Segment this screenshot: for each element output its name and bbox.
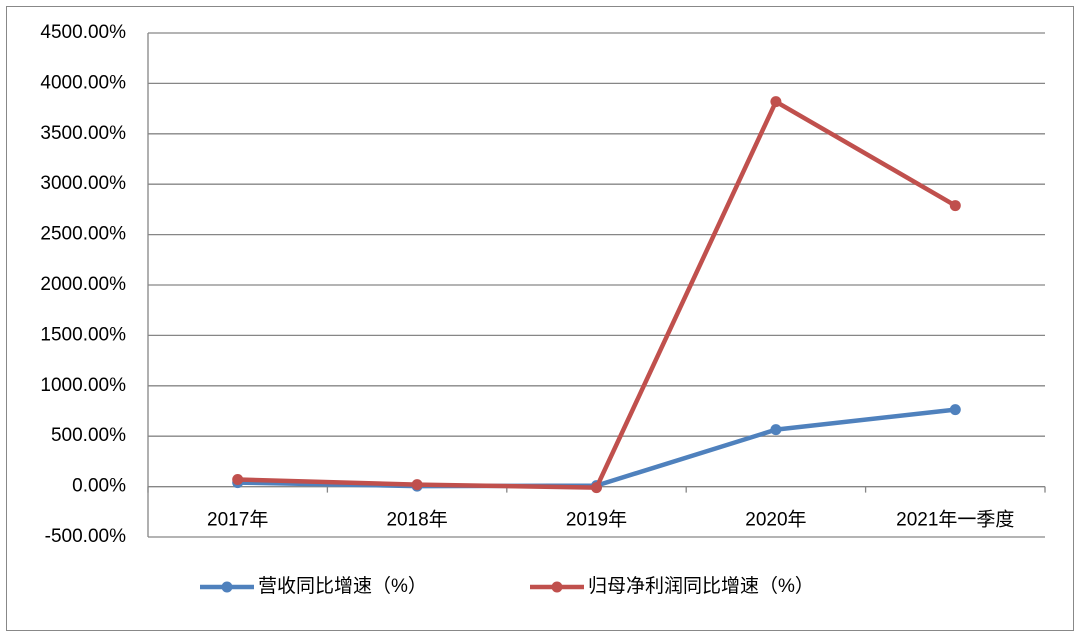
y-tick-label: 1000.00% (40, 375, 126, 396)
y-tick-label: 1500.00% (40, 324, 126, 345)
point (770, 424, 782, 436)
legend-marker (221, 581, 233, 593)
chart-border (6, 6, 1074, 631)
x-tick-label: 2019年 (566, 509, 627, 531)
point (949, 200, 961, 212)
x-tick-label: 2018年 (386, 509, 447, 531)
legend-marker (551, 581, 563, 593)
point (949, 404, 961, 416)
point (232, 474, 244, 486)
y-tick-label: 2500.00% (40, 224, 126, 245)
point (770, 96, 782, 108)
point (591, 482, 602, 494)
x-tick-label: 2020年 (745, 509, 806, 531)
x-tick-label: 2017年 (207, 509, 268, 531)
y-tick-label: 3000.00% (40, 173, 126, 194)
y-tick-label: 500.00% (51, 425, 126, 446)
y-tick-label: 0.00% (72, 476, 126, 497)
legend-label: 营收同比增速（%） (258, 575, 427, 597)
legend-label: 归母净利润同比增速（%） (588, 575, 814, 597)
y-tick-label: 4500.00% (40, 22, 126, 43)
x-tick-label: 2021年一季度 (896, 509, 1014, 531)
y-tick-label: -500.00% (45, 526, 126, 547)
y-tick-label: 2000.00% (40, 274, 126, 295)
point (411, 479, 423, 491)
y-tick-label: 4000.00% (40, 72, 126, 93)
y-tick-label: 3500.00% (40, 123, 126, 144)
